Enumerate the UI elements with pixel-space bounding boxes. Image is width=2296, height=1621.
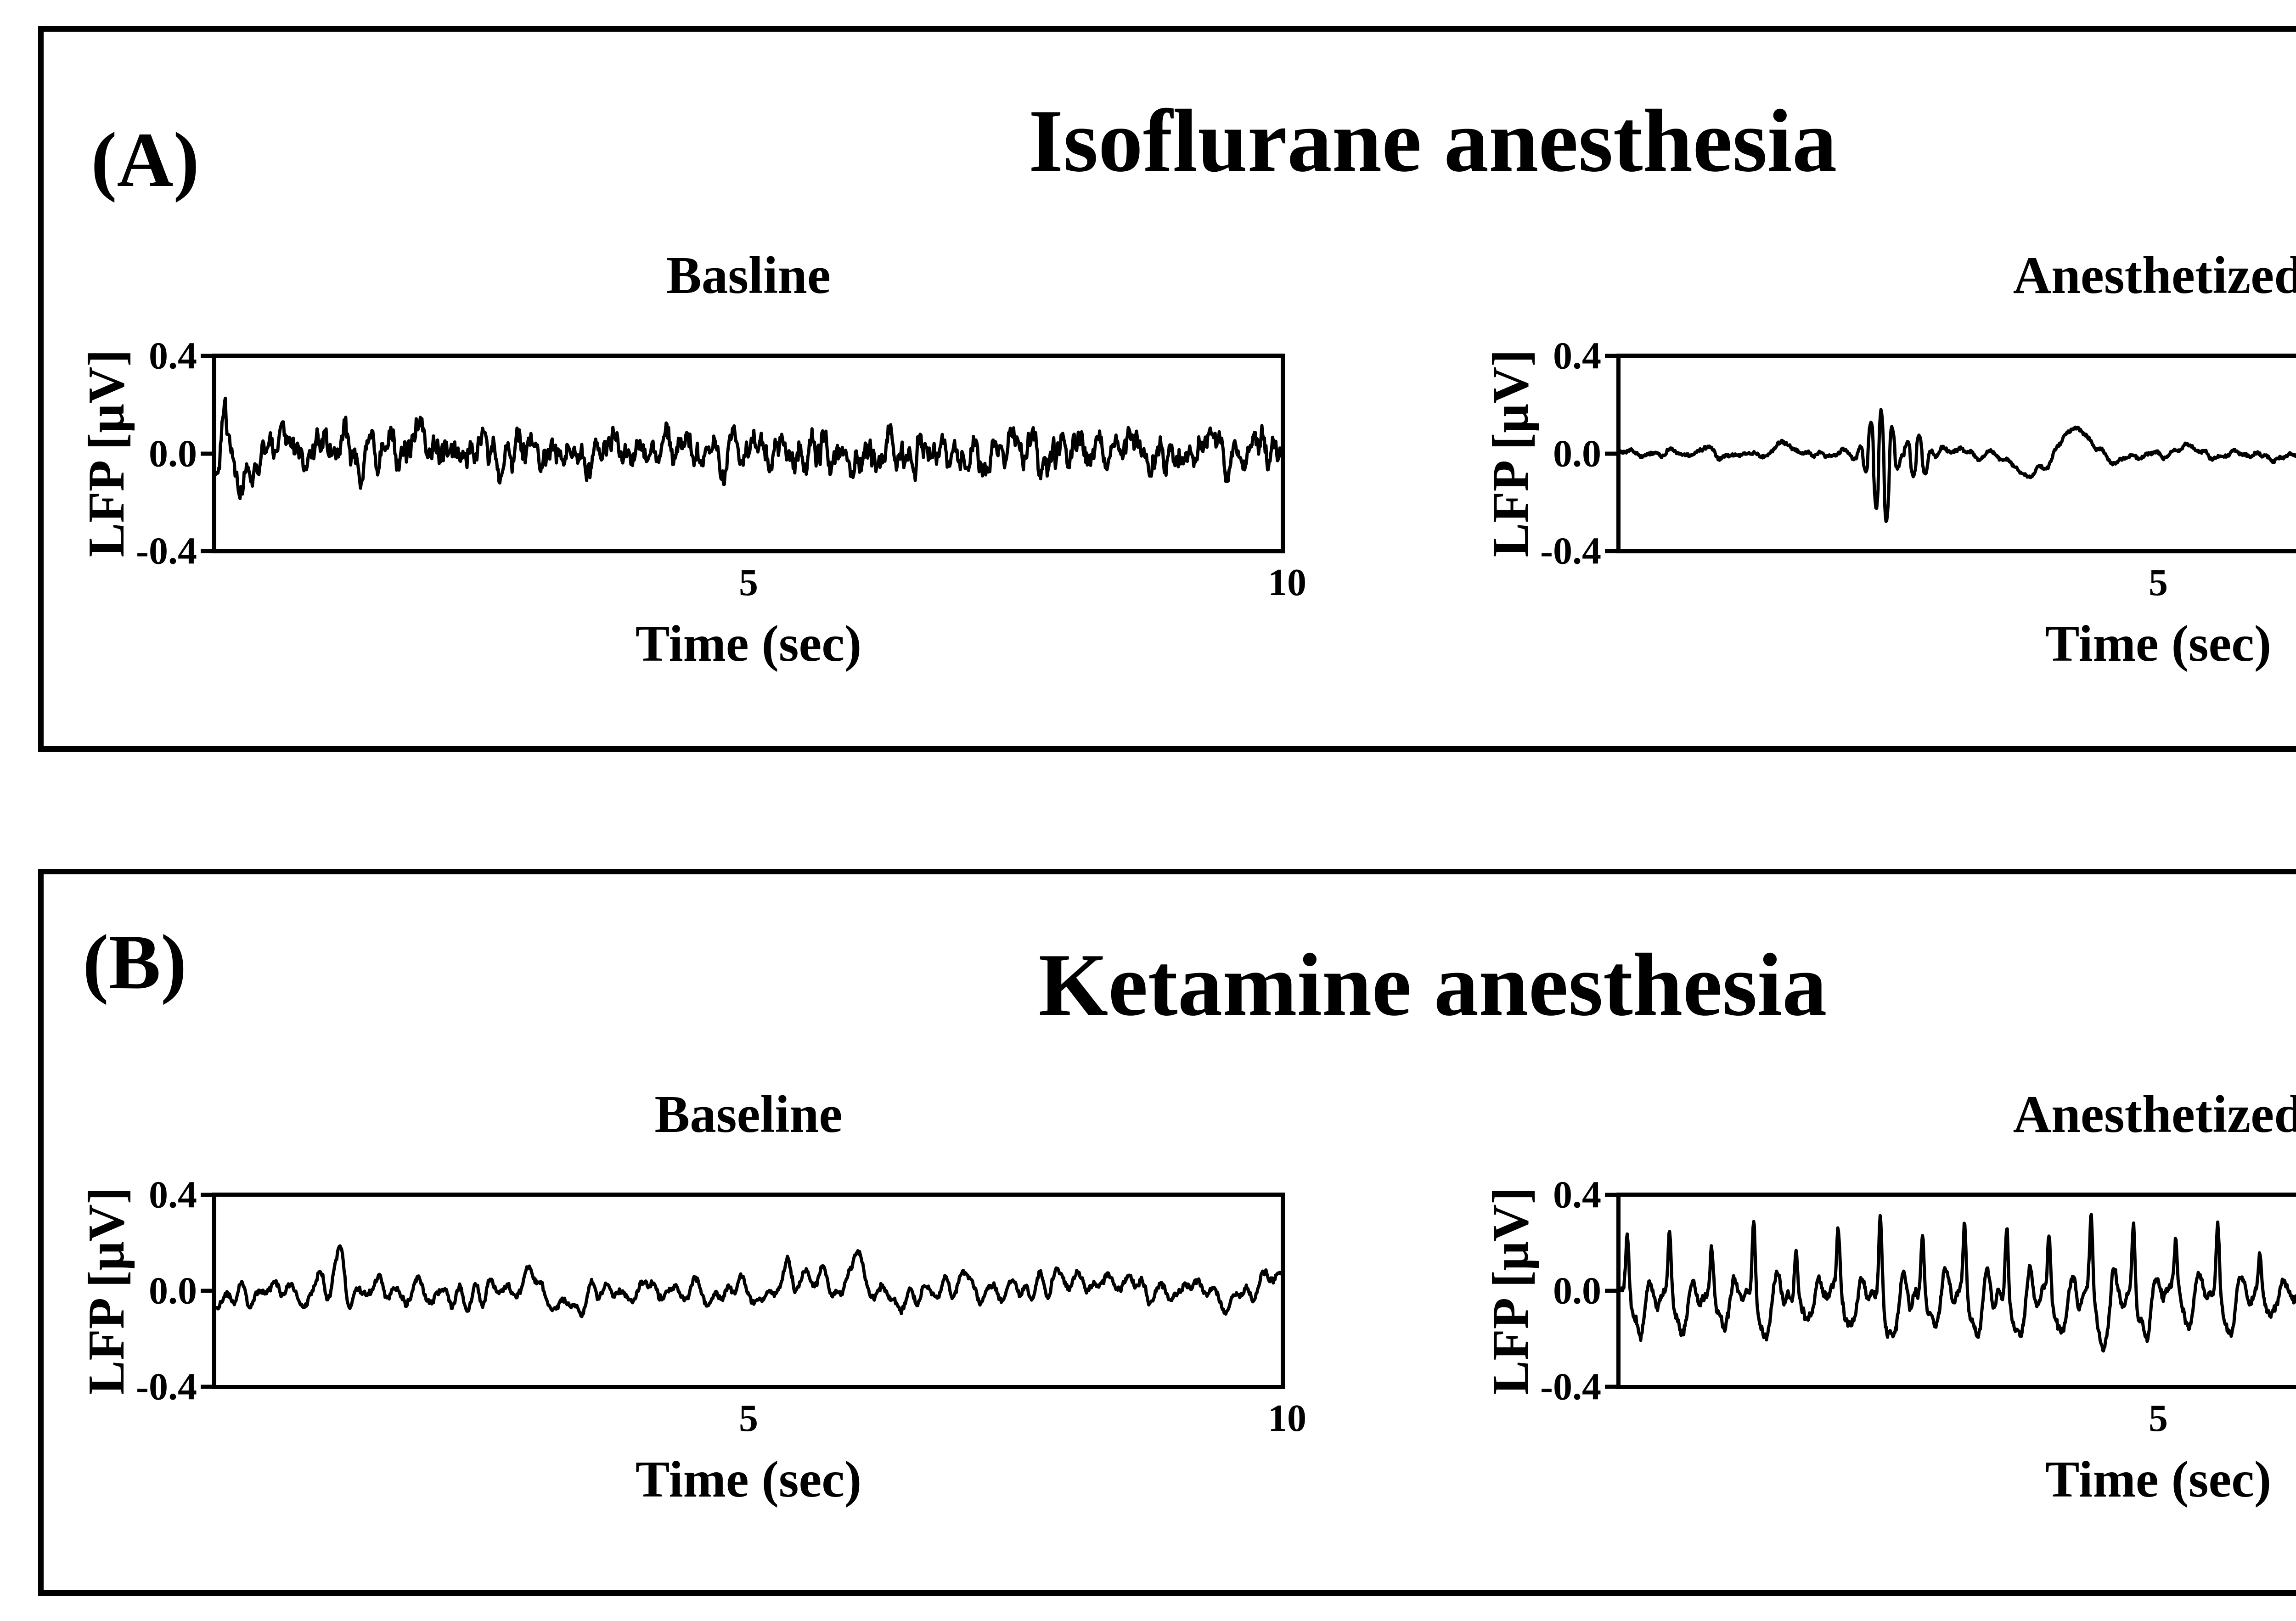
- y-tick-label: 0.0: [149, 1269, 197, 1312]
- plot-frame: 0.4 0.0 -0.4 5 10 Time (sec): [136, 1174, 1306, 1508]
- subplot-title: Baseline: [654, 1085, 843, 1143]
- plot-frame: 0.4 0.0 -0.4 5 10 Time (sec): [136, 335, 1306, 673]
- y-tick-label: 0.0: [149, 432, 197, 475]
- x-axis-label: Time (sec): [635, 1451, 862, 1508]
- y-tick-label: 0.4: [1553, 334, 1601, 377]
- y-tick-mark: [1605, 1289, 1617, 1293]
- y-tick-mark: [1605, 549, 1617, 553]
- y-tick-label: 0.0: [1553, 432, 1601, 475]
- subplot-title: Anesthetized: [2013, 1085, 2296, 1143]
- lfp-trace-svg: [216, 396, 1281, 501]
- y-tick-mark: [201, 549, 213, 553]
- lfp-trace-svg: [216, 1244, 1281, 1318]
- x-axis-label: Time (sec): [2045, 1451, 2272, 1508]
- panel-a-label: (A): [91, 117, 199, 203]
- x-axis-label: Time (sec): [635, 615, 862, 672]
- x-tick-label: 5: [2149, 561, 2168, 604]
- y-tick-mark: [1605, 451, 1617, 456]
- y-axis-label: LFP [μV]: [78, 1187, 135, 1395]
- y-tick-mark: [201, 1385, 213, 1389]
- y-axis-label: LFP [μV]: [1482, 349, 1539, 557]
- panel-a-title: Isoflurane anesthesia: [1028, 91, 1837, 191]
- lfp-trace: [216, 396, 1281, 501]
- y-tick-mark: [201, 451, 213, 456]
- y-tick-label: 0.4: [1553, 1173, 1601, 1216]
- y-tick-mark: [1605, 1385, 1617, 1389]
- plot-frame: 0.4 0.0 -0.4 5 10 Time (sec): [1540, 1174, 2296, 1508]
- subplot-title: Anesthetized: [2013, 246, 2296, 304]
- lfp-trace-svg: [1621, 408, 2296, 523]
- y-tick-label: 0.0: [1553, 1269, 1601, 1312]
- x-tick-label: 5: [2149, 1397, 2168, 1440]
- subplot-title: Basline: [666, 246, 831, 304]
- y-axis-label: LFP [μV]: [78, 349, 135, 557]
- x-tick-label: 10: [1268, 1397, 1306, 1440]
- lfp-trace: [1621, 408, 2296, 523]
- y-tick-mark: [201, 1289, 213, 1293]
- panel-b-label: (B): [83, 919, 187, 1005]
- y-tick-mark: [201, 354, 213, 358]
- panel-a-box: [38, 26, 2296, 752]
- y-tick-label: -0.4: [1540, 529, 1601, 573]
- y-tick-mark: [1605, 1193, 1617, 1197]
- y-tick-label: 0.4: [149, 334, 197, 377]
- lfp-trace-svg: [1621, 1213, 2296, 1353]
- x-tick-label: 5: [739, 561, 758, 604]
- panel-b-title: Ketamine anesthesia: [1038, 935, 1827, 1035]
- plot-frame: 0.4 0.0 -0.4 5 10 Time (sec): [1540, 335, 2296, 672]
- x-tick-label: 5: [739, 1397, 758, 1440]
- panel-b-box: [38, 869, 2296, 1596]
- y-tick-label: 0.4: [149, 1173, 197, 1216]
- y-tick-label: -0.4: [136, 1365, 197, 1408]
- lfp-trace: [1621, 1213, 2296, 1353]
- y-tick-label: -0.4: [136, 529, 197, 573]
- y-tick-label: -0.4: [1540, 1365, 1601, 1408]
- y-tick-mark: [201, 1193, 213, 1197]
- y-axis-label: LFP [μV]: [1482, 1187, 1539, 1395]
- x-axis-label: Time (sec): [2045, 615, 2272, 672]
- x-tick-label: 10: [1268, 561, 1306, 604]
- lfp-trace: [216, 1244, 1281, 1318]
- y-tick-mark: [1605, 354, 1617, 358]
